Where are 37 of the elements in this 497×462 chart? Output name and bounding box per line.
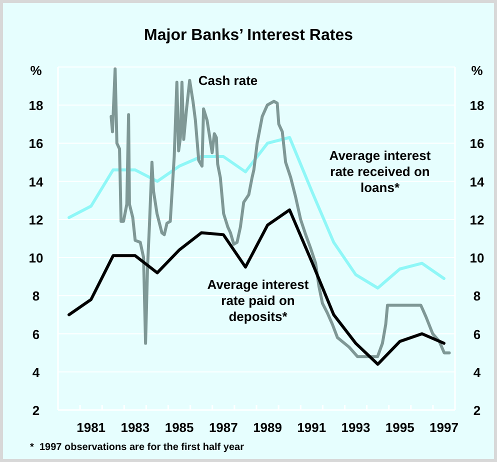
series-label: Average interest rate received on loans*: [329, 148, 432, 195]
y2-axis-title: %: [471, 63, 484, 78]
x-tick-label: 1989: [253, 420, 282, 435]
x-tick-label: 1987: [208, 420, 238, 435]
y2-tick-label: 10: [470, 250, 484, 266]
y-axis-title: %: [30, 63, 42, 78]
y-tick-label: 18: [28, 98, 44, 114]
x-tick-label: 1983: [120, 420, 150, 435]
line-series: [68, 136, 446, 290]
y2-tick-label: 16: [470, 136, 484, 152]
y2-tick-label: 12: [470, 212, 484, 228]
y-tick-label: 2: [32, 403, 40, 418]
line-series: [110, 67, 451, 358]
y-tick-label: 6: [32, 326, 40, 342]
y2-tick-label: 2: [473, 403, 481, 418]
chart-title: Major Banks’ Interest Rates: [144, 27, 354, 44]
x-tick-label: 1991: [297, 420, 326, 435]
x-tick-label: 1981: [76, 420, 106, 435]
y2-tick-label: 4: [473, 364, 482, 380]
y2-tick-label: 14: [470, 174, 485, 190]
y2-tick-label: 8: [473, 288, 481, 304]
y-tick-label: 14: [28, 174, 44, 190]
y2-tick-label: 18: [470, 98, 484, 114]
y-tick-label: 10: [28, 250, 44, 266]
line-series: [68, 208, 446, 366]
series-label: Average interest rate paid on deposits*: [207, 277, 310, 324]
x-tick-label: 1985: [164, 420, 194, 435]
x-tick-label: 1993: [341, 420, 370, 435]
y-tick-label: 12: [28, 212, 44, 228]
x-tick-label: 1995: [385, 420, 414, 435]
y-tick-label: 16: [28, 136, 44, 152]
y-tick-label: 4: [32, 364, 40, 380]
x-tick-label: 1997: [430, 420, 458, 435]
y-tick-label: 8: [32, 288, 40, 304]
y2-tick-label: 6: [473, 326, 481, 342]
series-label: Cash rate: [198, 73, 258, 88]
text: * 1997 observations are for the first half year: [30, 442, 244, 453]
